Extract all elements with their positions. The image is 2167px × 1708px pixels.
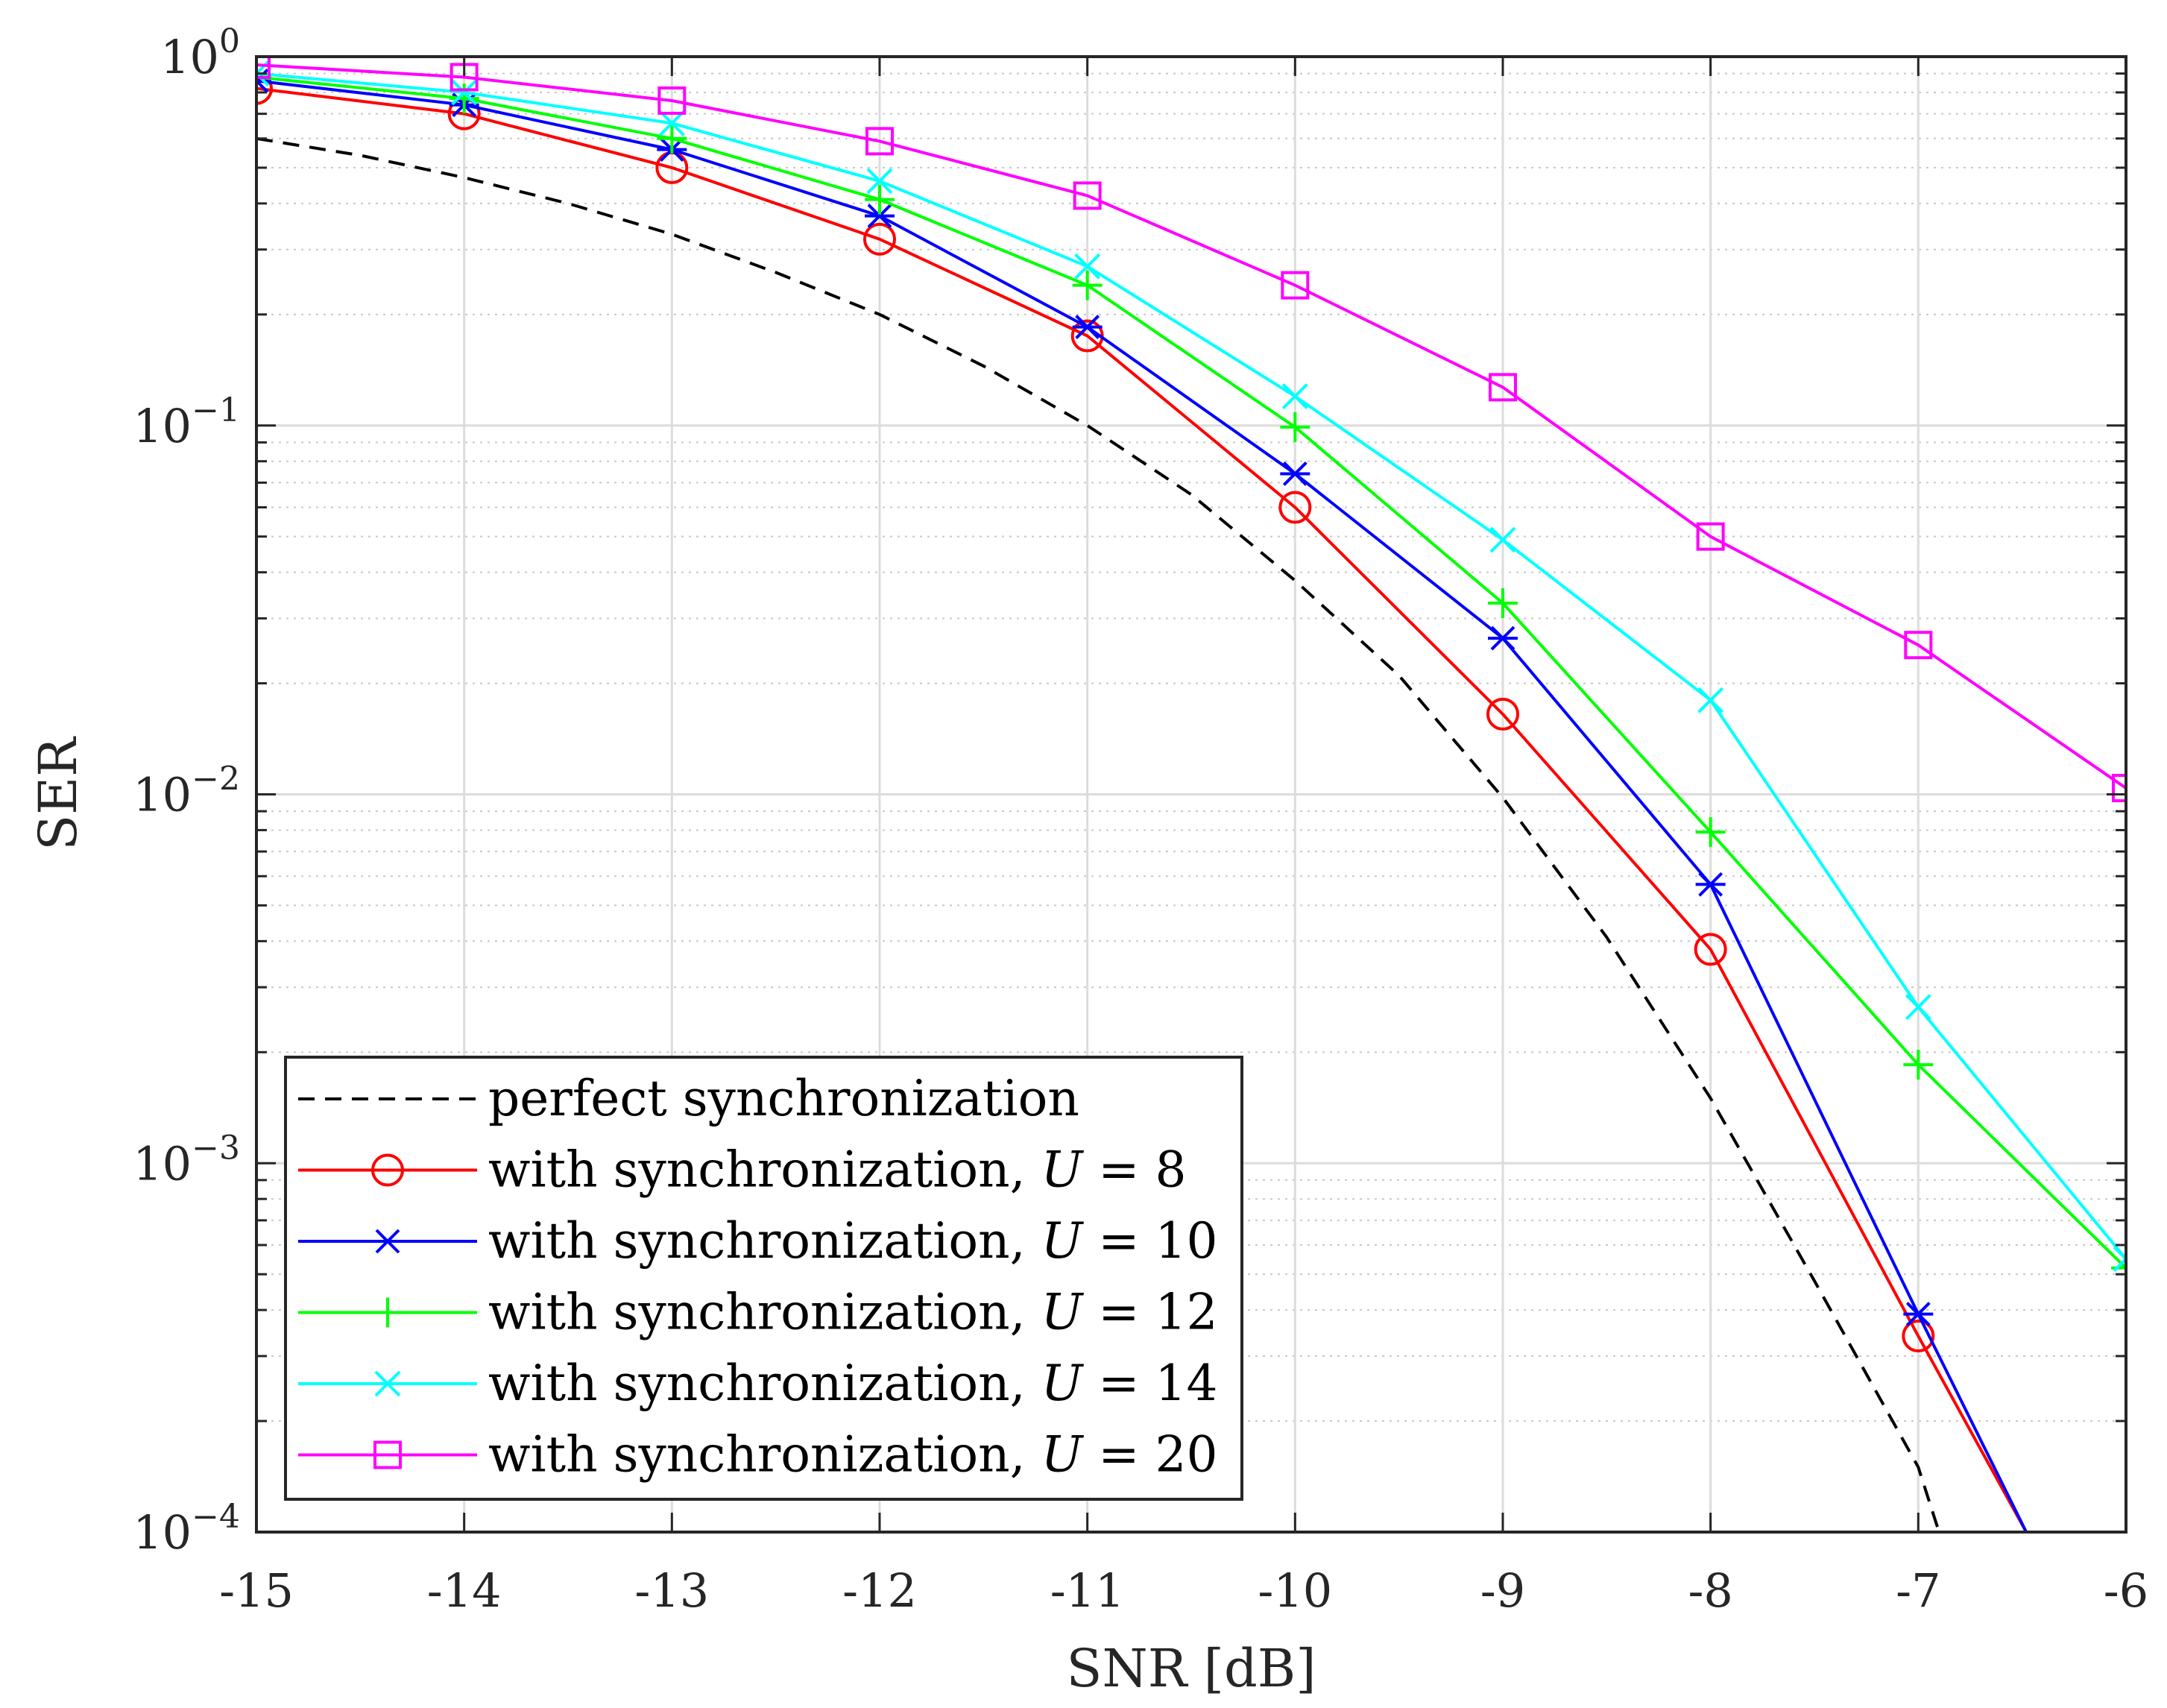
- data-point-circle: [1278, 491, 1312, 524]
- series-4: [256, 60, 2126, 1273]
- data-point-square: [657, 86, 687, 115]
- data-point-circle: [863, 222, 896, 256]
- data-point-x: [1074, 253, 1101, 280]
- legend: perfect synchronization with synchronizat…: [284, 1056, 1243, 1501]
- x-tick-label: -13: [634, 1563, 709, 1618]
- data-point-square: [1281, 271, 1310, 300]
- data-point-asterisk: [1903, 1302, 1934, 1326]
- data-point-plus: [657, 123, 687, 154]
- legend-label: with synchronization, U = 10: [488, 1212, 1217, 1270]
- data-point-plus: [373, 1297, 403, 1328]
- data-point-circle: [1902, 1320, 1935, 1353]
- legend-entry: with synchronization, U = 8: [298, 1141, 1187, 1199]
- legend-entries: perfect synchronization with synchronizat…: [298, 1070, 1217, 1484]
- series-0: [256, 136, 1941, 1532]
- data-point-square: [1073, 181, 1102, 210]
- x-tick-label: -8: [1688, 1563, 1732, 1618]
- data-point-asterisk: [865, 204, 895, 229]
- data-point-square: [256, 57, 271, 80]
- x-tick-label: -10: [1258, 1563, 1332, 1618]
- data-point-asterisk: [1695, 872, 1726, 897]
- y-tick-label: 10−4: [133, 1498, 240, 1560]
- data-point-plus: [865, 184, 895, 215]
- data-point-circle: [371, 1153, 404, 1187]
- x-tick-label: -12: [842, 1563, 917, 1618]
- data-point-asterisk: [1072, 315, 1103, 339]
- data-point-x: [1697, 687, 1724, 713]
- series-layer: [256, 57, 2126, 1532]
- legend-label: with synchronization, U = 14: [488, 1355, 1217, 1412]
- data-point-circle: [256, 72, 273, 105]
- data-point-x: [1905, 994, 1931, 1021]
- series-3: [256, 62, 2126, 1283]
- data-point-x: [451, 79, 478, 106]
- legend-label: with synchronization, U = 12: [488, 1284, 1217, 1341]
- y-axis-label: SER: [28, 736, 89, 851]
- data-point-x: [374, 1370, 401, 1397]
- series-line: [256, 63, 2126, 790]
- data-point-x: [1489, 526, 1516, 553]
- series-line: [256, 86, 2028, 1532]
- data-point-asterisk: [1488, 625, 1518, 651]
- minor-grid: [256, 72, 2126, 1422]
- data-point-square: [1696, 522, 1725, 551]
- data-point-plus: [1280, 412, 1310, 442]
- axis-ticks: [255, 55, 2127, 1534]
- x-tick-label: -9: [1480, 1563, 1525, 1618]
- y-tick-label: 10−3: [133, 1129, 240, 1191]
- y-tick-label: 10−2: [133, 760, 240, 822]
- x-tick-label: -15: [219, 1563, 294, 1618]
- x-tick-label: -14: [427, 1563, 502, 1618]
- data-point-x: [1281, 383, 1308, 409]
- legend-entry: perfect synchronization: [298, 1070, 1079, 1127]
- legend-entry: with synchronization, U = 12: [298, 1284, 1217, 1341]
- series-line: [256, 136, 1941, 1532]
- series-1: [256, 72, 2028, 1532]
- data-point-circle: [1694, 933, 1727, 966]
- legend-entry: with synchronization, U = 14: [298, 1355, 1217, 1412]
- legend-entry: with synchronization, U = 20: [298, 1426, 1217, 1484]
- data-point-asterisk: [1280, 461, 1310, 486]
- data-point-x: [2113, 1246, 2126, 1273]
- x-axis-label: SNR [dB]: [1066, 1638, 1316, 1699]
- data-point-plus: [1695, 817, 1726, 848]
- data-point-square: [865, 127, 894, 156]
- x-tick-label: -6: [2104, 1563, 2148, 1618]
- legend-entry: with synchronization, U = 10: [298, 1212, 1217, 1270]
- x-tick-label: -11: [1050, 1563, 1125, 1618]
- data-point-circle: [1486, 697, 1519, 731]
- data-point-square: [1904, 631, 1933, 660]
- series-line: [256, 72, 2126, 1260]
- data-point-square: [373, 1440, 402, 1469]
- y-tick-label: 100: [160, 22, 240, 84]
- x-tick-label: -7: [1896, 1563, 1940, 1618]
- y-tick-label: 10−1: [133, 391, 240, 453]
- data-point-square: [2112, 774, 2126, 803]
- data-point-plus: [1903, 1050, 1934, 1080]
- data-point-asterisk: [373, 1229, 403, 1254]
- legend-box: [284, 1056, 1243, 1501]
- data-point-plus: [1488, 587, 1518, 618]
- series-line: [256, 75, 2126, 1270]
- data-point-square: [1489, 373, 1517, 402]
- legend-label: with synchronization, U = 8: [488, 1141, 1187, 1199]
- x-tick-labels: -15 -14 -13 -12 -11 -10 -9 -8 -7 -6: [219, 1563, 2148, 1618]
- legend-label: with synchronization, U = 20: [488, 1426, 1217, 1484]
- y-tick-labels: 100 10−1 10−2 10−3 10−4: [133, 22, 240, 1560]
- data-point-plus: [1072, 270, 1103, 300]
- legend-label: perfect synchronization: [488, 1070, 1079, 1127]
- series-line: [256, 79, 2028, 1532]
- data-point-x: [866, 168, 893, 195]
- data-point-x: [658, 110, 685, 136]
